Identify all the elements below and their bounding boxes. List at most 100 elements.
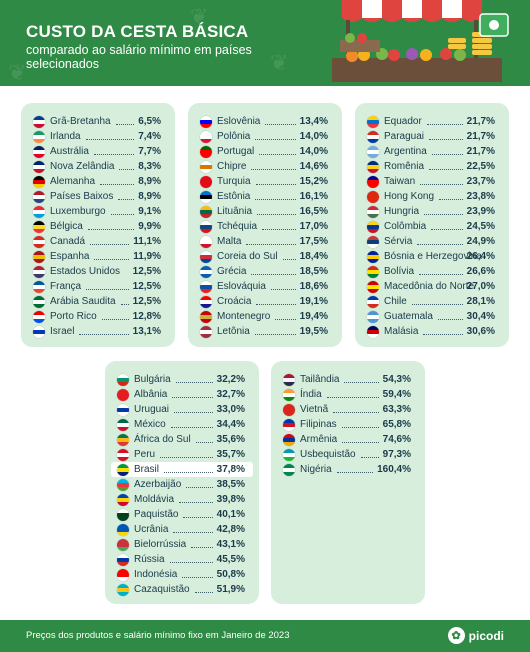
country-name: Tchéquia: [217, 221, 258, 232]
country-name: Armênia: [300, 434, 338, 445]
country-flag-icon: [33, 311, 45, 323]
percentage-value: 9,1%: [138, 206, 161, 217]
percentage-value: 13,4%: [299, 116, 328, 127]
country-flag-icon: [367, 161, 379, 173]
country-name: Grécia: [217, 266, 247, 277]
percentage-value: 14,6%: [299, 161, 328, 172]
percentage-value: 42,8%: [216, 524, 245, 535]
dotted-leader: [342, 426, 379, 428]
country-name: Irlanda: [50, 131, 81, 142]
country-flag-icon: [33, 266, 45, 278]
country-name: Montenegro: [217, 311, 271, 322]
country-name: Macedônia do Norte: [384, 281, 475, 292]
dotted-leader: [271, 288, 296, 290]
dotted-leader: [196, 441, 213, 443]
dotted-leader: [86, 138, 134, 140]
country-flag-icon: [117, 404, 129, 416]
country-name: Malásia: [384, 326, 419, 337]
dotted-leader: [417, 243, 463, 245]
percentage-value: 24,9%: [466, 236, 495, 247]
country-name: Hungria: [384, 206, 420, 217]
dotted-leader: [333, 411, 379, 413]
country-name: Malta: [217, 236, 242, 247]
percentage-value: 12,5%: [132, 266, 161, 277]
percentage-value: 39,8%: [216, 494, 245, 505]
percentage-value: 50,8%: [216, 569, 245, 580]
country-name: Alemanha: [50, 176, 96, 187]
country-flag-icon: [283, 389, 295, 401]
country-panel: Tailândia 54,3% Índia 59,4% Vietnã 63,3% Filip…: [271, 361, 425, 604]
country-name: Filipinas: [300, 419, 337, 430]
percentage-value: 16,5%: [299, 206, 328, 217]
percentage-value: 37,8%: [216, 464, 245, 475]
dotted-leader: [342, 441, 379, 443]
country-flag-icon: [117, 539, 129, 551]
country-name: Cazaquistão: [134, 584, 190, 595]
country-name: Bolívia: [384, 266, 415, 277]
dotted-leader: [275, 318, 296, 320]
country-flag-icon: [117, 494, 129, 506]
country-name: Bulgária: [134, 374, 171, 385]
percentage-value: 33,0%: [216, 404, 245, 415]
country-flag-icon: [367, 116, 379, 128]
percentage-value: 14,0%: [299, 131, 328, 142]
country-name: Taiwan: [384, 176, 416, 187]
percentage-value: 21,7%: [466, 116, 495, 127]
country-panel: Grã-Bretanha 6,5% Irlanda 7,4% Austrália 7,7%…: [21, 103, 175, 347]
country-name: Ucrânia: [134, 524, 169, 535]
country-flag-icon: [117, 479, 129, 491]
country-name: Chile: [384, 296, 407, 307]
country-flag-icon: [33, 281, 45, 293]
country-flag-icon: [283, 404, 295, 416]
percentage-value: 28,1%: [466, 296, 495, 307]
percentage-value: 18,5%: [299, 266, 328, 277]
percentage-value: 8,3%: [138, 161, 161, 172]
dotted-leader: [172, 396, 213, 398]
country-flag-icon: [117, 464, 129, 476]
country-flag-icon: [367, 281, 379, 293]
percentage-value: 21,7%: [466, 131, 495, 142]
percentage-value: 45,5%: [216, 554, 245, 565]
country-flag-icon: [283, 419, 295, 431]
percentage-value: 8,9%: [138, 176, 161, 187]
country-name: Nigéria: [300, 464, 332, 475]
country-flag-icon: [33, 326, 45, 338]
country-name: França: [50, 281, 82, 292]
percentage-value: 40,1%: [216, 509, 245, 520]
country-flag-icon: [33, 206, 45, 218]
country-name: Eslovênia: [217, 116, 261, 127]
country-flag-icon: [367, 296, 379, 308]
percentage-value: 12,5%: [132, 296, 161, 307]
country-flag-icon: [117, 509, 129, 521]
country-flag-icon: [367, 311, 379, 323]
country-name: Letônia: [217, 326, 250, 337]
country-name: Tailândia: [300, 374, 340, 385]
percentage-value: 97,3%: [382, 449, 411, 460]
country-flag-icon: [117, 524, 129, 536]
country-name: Estados Unidos: [50, 266, 121, 277]
country-name: Colômbia: [384, 221, 427, 232]
dotted-leader: [94, 258, 129, 260]
page-subtitle: comparado ao salário mínimo em países se…: [26, 43, 252, 71]
dotted-leader: [256, 183, 296, 185]
dotted-leader: [256, 303, 296, 305]
country-name: Guatemala: [384, 311, 433, 322]
country-flag-icon: [33, 161, 45, 173]
country-flag-icon: [367, 221, 379, 233]
dotted-leader: [164, 471, 213, 473]
percentage-value: 43,1%: [216, 539, 245, 550]
country-flag-icon: [33, 296, 45, 308]
country-name: Bielorrússia: [134, 539, 187, 550]
country-name: México: [134, 419, 166, 430]
country-name: Paraguai: [384, 131, 425, 142]
percentage-value: 26,6%: [466, 266, 495, 277]
brand-name: picodi: [468, 628, 504, 643]
percentage-value: 24,5%: [466, 221, 495, 232]
percentage-value: 14,0%: [299, 146, 328, 157]
country-flag-icon: [367, 131, 379, 143]
country-name: Lituânia: [217, 206, 253, 217]
country-name: Polônia: [217, 131, 251, 142]
dotted-leader: [255, 138, 296, 140]
leaf-decoration-icon: ❦: [8, 60, 27, 85]
dotted-leader: [79, 333, 129, 335]
